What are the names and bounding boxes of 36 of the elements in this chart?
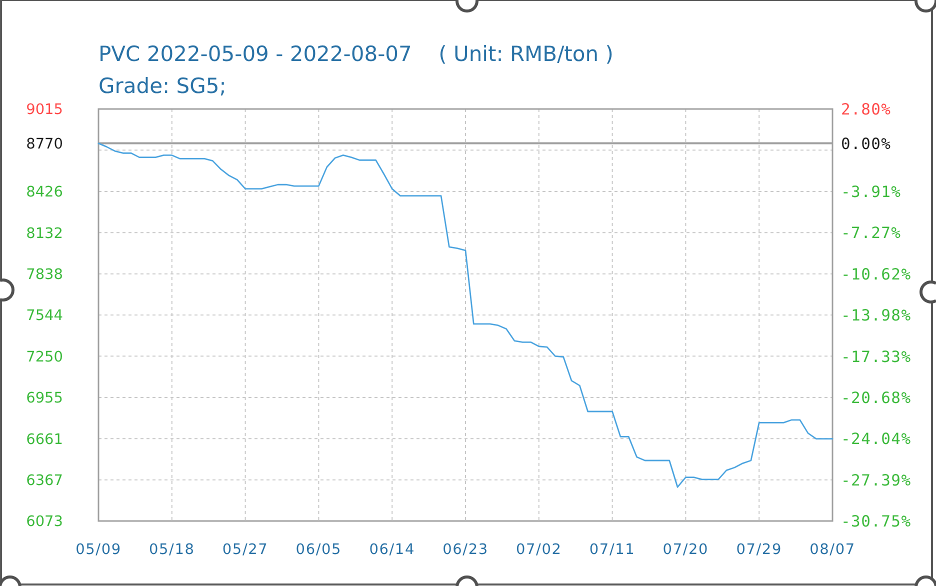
x-tick-label: 05/09 [76, 542, 122, 558]
chart-title: PVC 2022-05-09 - 2022-08-07 ( Unit: RMB/ton ) [98, 42, 614, 66]
y-tick-label: 6367 [26, 473, 63, 490]
y2-tick-label: -13.98% [841, 306, 912, 325]
y2-tick-label: -17.33% [841, 348, 912, 366]
y2-tick-label: 2.80% [841, 100, 892, 119]
y2-tick-label: -10.62% [841, 265, 912, 284]
y-tick-label: 9015 [26, 102, 63, 118]
x-tick-label: 07/11 [589, 542, 636, 558]
x-tick-label: 07/02 [516, 542, 562, 558]
y2-tick-label: -30.75% [841, 512, 912, 531]
y2-tick-label: -7.27% [841, 224, 902, 242]
x-tick-label: 06/23 [442, 542, 488, 558]
y2-tick-label: -27.39% [841, 471, 912, 490]
chart-subtitle: Grade: SG5; [98, 74, 226, 98]
x-tick-label: 07/29 [736, 542, 782, 558]
y-tick-label: 8426 [26, 184, 63, 201]
y2-tick-label: -3.91% [841, 182, 902, 201]
y2-tick-label: 0.00% [841, 134, 892, 153]
y-tick-label: 8770 [26, 136, 63, 153]
x-tick-label: 06/05 [296, 542, 342, 558]
y-tick-label: 6073 [26, 514, 63, 530]
line-series [98, 142, 834, 488]
y-tick-label: 8132 [26, 226, 63, 242]
y-tick-label: 7838 [26, 267, 63, 284]
y-tick-label: 7544 [26, 308, 63, 324]
x-tick-label: 08/07 [810, 542, 856, 558]
y-tick-label: 7250 [26, 349, 63, 366]
y2-tick-label: -24.04% [841, 430, 912, 448]
x-tick-label: 06/14 [369, 542, 415, 558]
y-tick-label: 6955 [26, 390, 63, 407]
x-tick-label: 07/20 [662, 542, 709, 558]
y-tick-label: 6661 [26, 432, 63, 448]
y2-tick-label: -20.68% [841, 388, 912, 407]
x-tick-label: 05/18 [149, 542, 195, 558]
x-tick-label: 05/27 [222, 542, 268, 558]
